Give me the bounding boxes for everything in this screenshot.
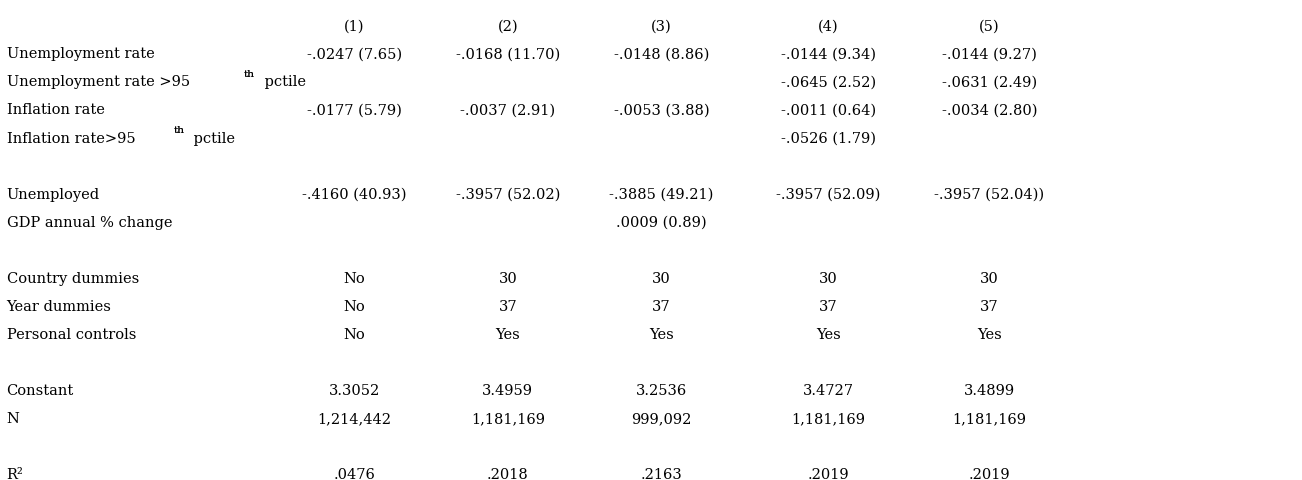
Text: 30: 30 — [499, 272, 517, 286]
Text: .0009 (0.89): .0009 (0.89) — [616, 216, 707, 230]
Text: 3.4959: 3.4959 — [482, 384, 534, 398]
Text: -.0177 (5.79): -.0177 (5.79) — [307, 104, 401, 118]
Text: Yes: Yes — [815, 328, 841, 342]
Text: pctile: pctile — [259, 75, 306, 89]
Text: -.0144 (9.34): -.0144 (9.34) — [781, 48, 875, 61]
Text: N: N — [7, 412, 20, 426]
Text: Inflation rate>95: Inflation rate>95 — [7, 132, 135, 145]
Text: .2019: .2019 — [807, 468, 849, 480]
Text: -.0144 (9.27): -.0144 (9.27) — [943, 48, 1036, 61]
Text: Constant: Constant — [7, 384, 74, 398]
Text: th: th — [173, 126, 185, 135]
Text: (2): (2) — [497, 19, 518, 33]
Text: (3): (3) — [651, 19, 672, 33]
Text: .0476: .0476 — [333, 468, 375, 480]
Text: 3.2536: 3.2536 — [635, 384, 687, 398]
Text: 1,181,169: 1,181,169 — [471, 412, 544, 426]
Text: -.3957 (52.04)): -.3957 (52.04)) — [935, 188, 1044, 202]
Text: (1): (1) — [344, 19, 365, 33]
Text: -.0034 (2.80): -.0034 (2.80) — [941, 104, 1038, 118]
Text: 1,214,442: 1,214,442 — [318, 412, 391, 426]
Text: 30: 30 — [652, 272, 671, 286]
Text: Personal controls: Personal controls — [7, 328, 135, 342]
Text: -.3885 (49.21): -.3885 (49.21) — [609, 188, 713, 202]
Text: -.3957 (52.02): -.3957 (52.02) — [456, 188, 560, 202]
Text: 3.4727: 3.4727 — [802, 384, 854, 398]
Text: -.0645 (2.52): -.0645 (2.52) — [780, 75, 876, 89]
Text: 999,092: 999,092 — [631, 412, 691, 426]
Text: th: th — [243, 70, 255, 79]
Text: -.0631 (2.49): -.0631 (2.49) — [941, 75, 1038, 89]
Text: 1,181,169: 1,181,169 — [953, 412, 1026, 426]
Text: 37: 37 — [652, 300, 671, 314]
Text: Inflation rate: Inflation rate — [7, 104, 104, 118]
Text: GDP annual % change: GDP annual % change — [7, 216, 172, 230]
Text: -.0037 (2.91): -.0037 (2.91) — [460, 104, 556, 118]
Text: -.0168 (11.70): -.0168 (11.70) — [456, 48, 560, 61]
Text: .2163: .2163 — [641, 468, 682, 480]
Text: (4): (4) — [818, 19, 838, 33]
Text: Year dummies: Year dummies — [7, 300, 112, 314]
Text: Unemployment rate >95: Unemployment rate >95 — [7, 75, 190, 89]
Text: -.0053 (3.88): -.0053 (3.88) — [613, 104, 710, 118]
Text: 30: 30 — [819, 272, 837, 286]
Text: 30: 30 — [980, 272, 999, 286]
Text: -.0011 (0.64): -.0011 (0.64) — [780, 104, 876, 118]
Text: 3.3052: 3.3052 — [328, 384, 380, 398]
Text: No: No — [344, 300, 365, 314]
Text: (5): (5) — [979, 19, 1000, 33]
Text: 37: 37 — [499, 300, 517, 314]
Text: R²: R² — [7, 468, 23, 480]
Text: No: No — [344, 272, 365, 286]
Text: No: No — [344, 328, 365, 342]
Text: Unemployment rate: Unemployment rate — [7, 48, 154, 61]
Text: -.0247 (7.65): -.0247 (7.65) — [306, 48, 402, 61]
Text: -.0148 (8.86): -.0148 (8.86) — [613, 48, 710, 61]
Text: Yes: Yes — [495, 328, 521, 342]
Text: Yes: Yes — [648, 328, 674, 342]
Text: 37: 37 — [819, 300, 837, 314]
Text: Yes: Yes — [976, 328, 1003, 342]
Text: Unemployed: Unemployed — [7, 188, 100, 202]
Text: 37: 37 — [980, 300, 999, 314]
Text: .2018: .2018 — [487, 468, 529, 480]
Text: 1,181,169: 1,181,169 — [792, 412, 865, 426]
Text: Country dummies: Country dummies — [7, 272, 139, 286]
Text: th: th — [243, 70, 255, 79]
Text: .2019: .2019 — [969, 468, 1010, 480]
Text: 3.4899: 3.4899 — [963, 384, 1016, 398]
Text: -.4160 (40.93): -.4160 (40.93) — [302, 188, 406, 202]
Text: -.0526 (1.79): -.0526 (1.79) — [781, 132, 875, 145]
Text: -.3957 (52.09): -.3957 (52.09) — [776, 188, 880, 202]
Text: th: th — [173, 126, 185, 135]
Text: pctile: pctile — [189, 132, 236, 145]
